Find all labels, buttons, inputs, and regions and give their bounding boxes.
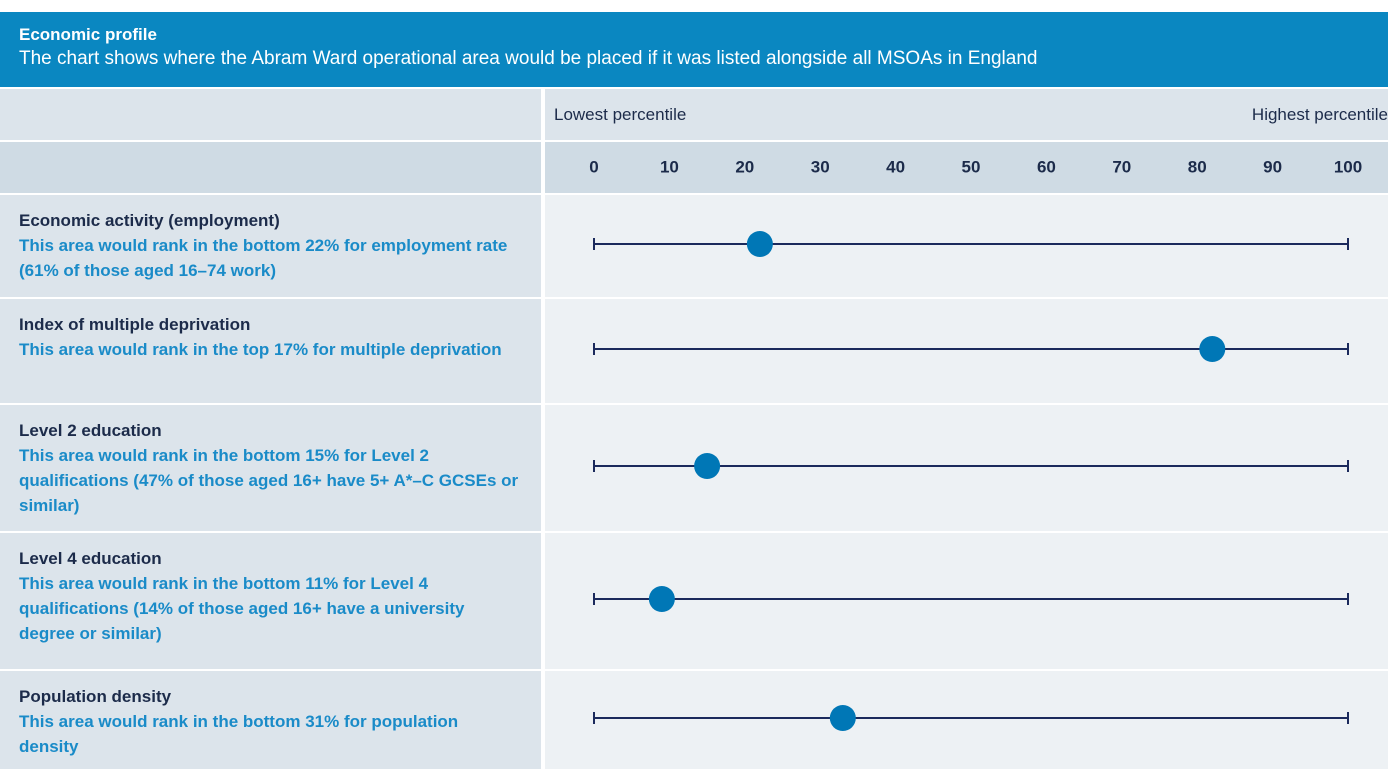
- x-tick-label: 0: [589, 157, 598, 176]
- low-label: Lowest percentile: [554, 105, 687, 124]
- row-title: Index of multiple deprivation: [19, 315, 251, 334]
- scale-cell: [545, 89, 1388, 140]
- header-subtitle: The chart shows where the Abram Ward ope…: [19, 48, 1038, 69]
- x-tick-label: 10: [660, 157, 679, 176]
- high-label: Highest percentile: [1251, 105, 1388, 124]
- row-label-cell: Population density This area would rank i…: [0, 671, 541, 769]
- tick-cell: [545, 142, 1388, 193]
- row-chart-cell: [545, 533, 1388, 669]
- row-chart-cell: [545, 299, 1388, 403]
- x-tick-label: 30: [811, 157, 830, 176]
- x-tick-label: 100: [1334, 157, 1362, 176]
- blank-cell: [0, 142, 541, 193]
- percentile-dot: [648, 586, 675, 612]
- row-title: Level 4 education: [19, 549, 162, 568]
- row-description: This area would rank in the top 17% for …: [19, 340, 502, 359]
- x-tick-label: 80: [1188, 157, 1207, 176]
- row-title: Economic activity (employment): [19, 211, 280, 230]
- percentile-dot: [746, 231, 773, 257]
- percentile-dot: [694, 453, 721, 479]
- row-label-cell: Level 2 education This area would rank in…: [0, 405, 541, 531]
- row-label-cell: Economic activity (employment) This area …: [0, 195, 541, 297]
- row-title: Level 2 education: [19, 421, 162, 440]
- x-tick-label: 70: [1112, 157, 1131, 176]
- header: Economic profile The chart shows where t…: [0, 12, 1388, 87]
- header-title: Economic profile: [19, 25, 157, 44]
- row-description: This area would rank in the bottom 11% f…: [19, 574, 465, 643]
- x-tick-label: 40: [886, 157, 905, 176]
- row-label-cell: Index of multiple deprivation This area w…: [0, 299, 541, 403]
- row-title: Population density: [19, 687, 172, 706]
- x-tick-label: 20: [735, 157, 754, 176]
- x-tick-label: 90: [1263, 157, 1282, 176]
- percentile-dot: [829, 705, 856, 731]
- row-chart-cell: [545, 195, 1388, 297]
- row-description: This area would rank in the bottom 22% f…: [19, 236, 508, 280]
- blank-cell: [0, 89, 541, 140]
- row-label-cell: Level 4 education This area would rank in…: [0, 533, 541, 669]
- x-tick-label: 50: [962, 157, 981, 176]
- x-tick-label: 60: [1037, 157, 1056, 176]
- row-chart-cell: [545, 405, 1388, 531]
- row-chart-cell: [545, 671, 1388, 769]
- percentile-dot: [1199, 336, 1226, 362]
- row-description: This area would rank in the bottom 15% f…: [19, 446, 519, 515]
- row-description: This area would rank in the bottom 31% f…: [19, 712, 459, 756]
